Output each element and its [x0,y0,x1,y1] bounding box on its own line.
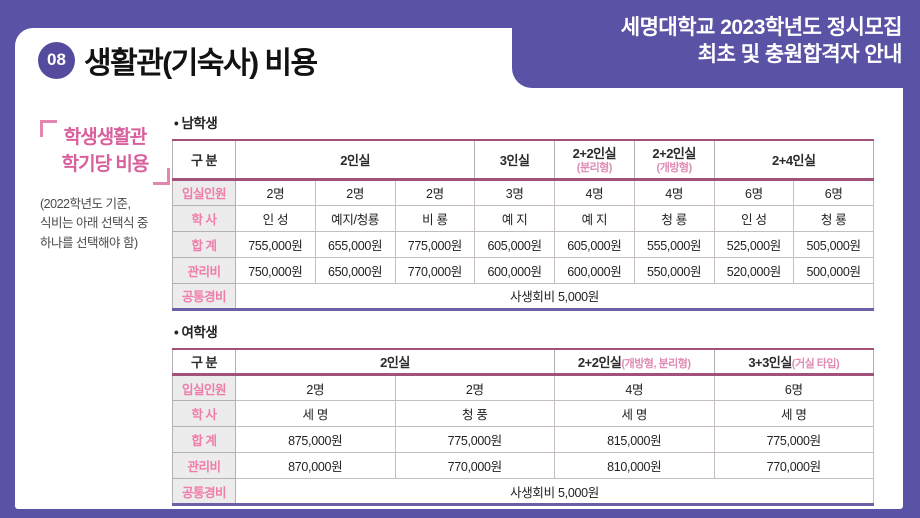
table-row: 관리비 870,000원 770,000원 810,000원 770,000원 [172,452,874,479]
table-cell: 775,000원 [394,230,476,258]
table-cell: 세 명 [235,400,396,427]
sidebar-note-line-2: 식비는 아래 선택식 중 [40,216,148,231]
table-cell: 청 룡 [793,204,874,232]
column-header: 2인실 [235,347,555,376]
table-row: 합 계 755,000원 655,000원 775,000원 605,000원 605,0… [172,230,874,258]
table-cell: 870,000원 [235,452,396,479]
sidebar-note: (2022학년도 기준, 식비는 아래 선택식 중 하나를 선택해야 함) [40,195,176,253]
table-cell: 605,000원 [474,230,555,258]
table-cell: 4명 [554,178,635,206]
column-header: 2+2인실 (개방형) [633,139,715,181]
row-label: 입실인원 [172,374,236,401]
table-cell: 505,000원 [793,230,874,258]
header-purple-band [512,0,920,88]
sidebar-title-line-1: 학생생활관 [63,127,147,148]
male-dorm-cost-table: 구 분 2인실 3인실 2+2인실 (분리형) 2+2인실 (개방형) 2+4인실 입실인원 2명… [172,139,874,311]
table-cell: 세 명 [713,400,874,427]
table-cell: 815,000원 [554,426,715,453]
table-cell: 605,000원 [554,230,635,258]
table-cell: 사생회비 5,000원 [235,282,874,311]
table-row: 공통경비 사생회비 5,000원 [172,478,874,506]
column-header: 2+2인실(개방형, 분리형) [554,347,715,376]
table-cell: 4명 [554,374,715,401]
table-cell: 875,000원 [235,426,396,453]
table-cell: 810,000원 [554,452,715,479]
header-line-1: 세명대학교 2023학년도 정시모집 [620,16,903,39]
row-label: 관리비 [172,256,236,284]
column-header: 2인실 [234,139,476,181]
column-header: 3인실 [474,139,555,181]
table-cell: 비 룡 [394,204,476,232]
row-label: 공통경비 [172,282,236,311]
table-cell: 770,000원 [713,452,874,479]
table-cell: 600,000원 [554,256,635,284]
table-cell: 예 지 [474,204,555,232]
table-cell: 예 지 [554,204,635,232]
column-header: 구 분 [172,347,236,376]
sidebar-note-line-3: 하나를 선택해야 함) [40,235,138,250]
sidebar-note-line-1: (2022학년도 기준, [40,197,131,211]
table-cell: 770,000원 [394,256,476,284]
table-cell: 세 명 [554,400,715,427]
table-cell: 770,000원 [394,452,555,479]
row-label: 합 계 [172,426,236,453]
table-cell: 650,000원 [314,256,396,284]
female-dorm-cost-table: 구 분 2인실 2+2인실(개방형, 분리형) 3+3인실(거실 타입) 입실인원 2명 2… [172,347,874,506]
row-label: 학 사 [172,204,236,232]
sidebar-title-line-2: 학기당 비용 [61,153,150,175]
table-cell: 2명 [314,178,396,206]
table-row: 공통경비 사생회비 5,000원 [172,282,874,311]
table-cell: 525,000원 [713,230,795,258]
row-label: 학 사 [172,400,236,427]
header-line-2: 최초 및 충원합격자 안내 [697,43,903,67]
column-header: 2+2인실 (분리형) [554,139,635,181]
table-cell: 예지/청룡 [314,204,396,232]
male-dorm-cost-table-section-label: • 남학생 [174,116,218,131]
table-cell: 청 풍 [394,400,555,427]
table-row: 입실인원 2명 2명 4명 6명 [172,374,874,401]
table-cell: 2명 [394,178,476,206]
table-cell: 인 성 [713,204,795,232]
table-row: 관리비 750,000원 650,000원 770,000원 600,000원 600,0… [172,256,874,284]
table-cell: 6명 [713,178,795,206]
table-cell: 500,000원 [793,256,874,284]
column-header: 구 분 [172,139,236,181]
page-header: 세명대학교 2023학년도 정시모집 최초 및 충원합격자 안내 [620,14,903,69]
table-cell: 2명 [235,178,316,206]
table-row: 합 계 875,000원 775,000원 815,000원 775,000원 [172,426,874,453]
table-row: 입실인원 2명 2명 2명 3명 4명 4명 6명 6명 [172,178,874,206]
table-cell: 6명 [713,374,874,401]
female-dorm-cost-table-section-label: • 여학생 [174,324,218,340]
sidebar-title: 학생생활관 학기당 비용 [40,120,170,186]
table-cell: 550,000원 [633,256,715,284]
table-cell: 600,000원 [474,256,555,284]
tables-area: • 남학생 구 분 2인실 3인실 2+2인실 (분리형) 2+2인실 (개방형) 2+4인실 입… [172,112,874,516]
table-cell: 750,000원 [235,256,316,284]
row-label: 공통경비 [172,478,236,506]
row-label: 관리비 [172,452,236,479]
table-cell: 655,000원 [314,230,396,258]
table-cell: 6명 [793,178,874,206]
row-label: 합 계 [172,230,236,258]
page-title: 생활관(기숙사) 비용 [84,47,318,80]
table-cell: 인 성 [235,204,316,232]
row-label: 입실인원 [172,178,236,206]
table-cell: 775,000원 [394,426,555,453]
section-number-badge: 08 [38,41,75,79]
table-cell: 2명 [235,374,396,401]
table-cell: 2명 [394,374,555,401]
table-cell: 사생회비 5,000원 [235,478,874,506]
table-cell: 775,000원 [713,426,874,453]
table-cell: 청 룡 [633,204,715,232]
column-header: 3+3인실(거실 타입) [713,347,874,376]
table-cell: 755,000원 [235,230,316,258]
table-cell: 3명 [474,178,555,206]
table-cell: 520,000원 [713,256,795,284]
table-cell: 4명 [633,178,715,206]
column-header: 2+4인실 [713,139,874,181]
table-cell: 555,000원 [633,230,715,258]
title-row: 08 생활관(기숙사) 비용 [38,38,318,82]
